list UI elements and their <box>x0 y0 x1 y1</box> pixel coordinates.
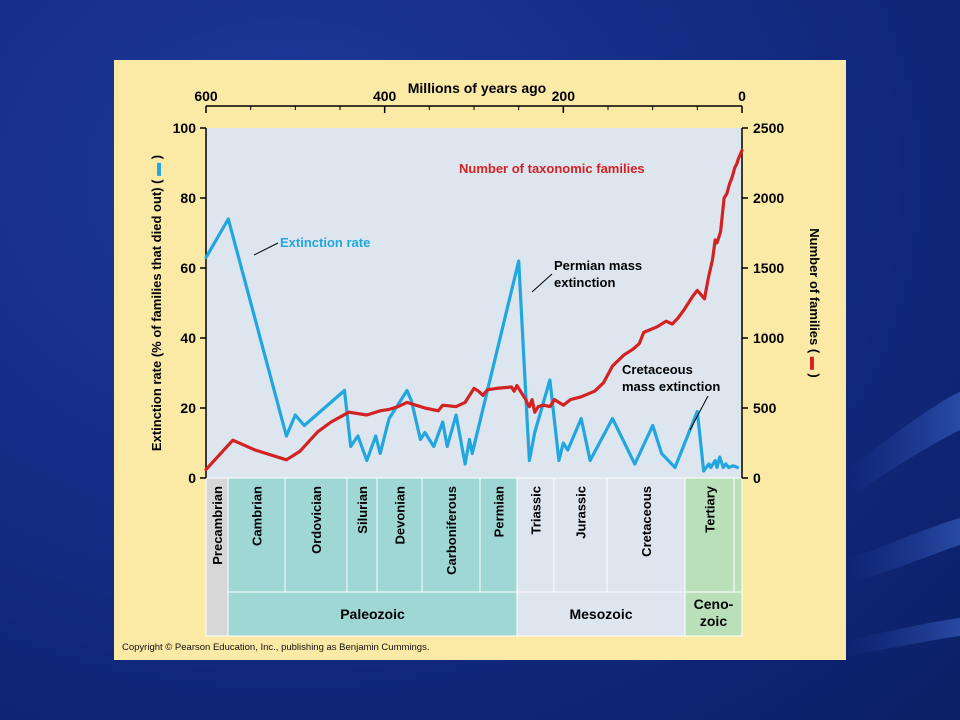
left-tick-label: 60 <box>180 260 196 276</box>
right-tick-label: 500 <box>753 400 777 416</box>
figure-panel: Precambrian Cambrian Ordovician Silurian Dev… <box>114 60 846 660</box>
annotation-cretaceous-line2: mass extinction <box>622 379 720 394</box>
background-swoosh <box>846 518 960 585</box>
x-tick-label: 0 <box>738 88 746 104</box>
period-label: Precambrian <box>210 486 225 565</box>
annotation-cretaceous-line1: Cretaceous <box>622 362 693 377</box>
right-axis-color-key: ▬ <box>807 353 822 373</box>
period-label: Silurian <box>355 486 370 534</box>
period-cell <box>376 477 423 593</box>
period-label: Cretaceous <box>639 486 654 557</box>
period-label: Triassic <box>529 486 544 534</box>
period-cell <box>479 477 518 593</box>
period-label: Permian <box>492 486 507 537</box>
left-y-axis: Extinction rate (% of families that died… <box>149 120 207 486</box>
left-tick-label: 0 <box>188 470 196 486</box>
background-swoosh <box>846 618 960 656</box>
x-tick-label: 600 <box>194 88 218 104</box>
left-tick-label: 100 <box>173 120 197 136</box>
right-tick-label: 1000 <box>753 330 784 346</box>
left-tick-label: 40 <box>180 330 196 346</box>
era-cell <box>684 591 743 637</box>
period-label: Jurassic <box>574 486 589 539</box>
leader-permian <box>531 273 553 293</box>
era-label: Ceno- <box>694 596 734 612</box>
series-group <box>204 148 744 473</box>
x-tick-label: 400 <box>373 88 397 104</box>
period-cell <box>553 477 608 593</box>
era-label: zoic <box>700 613 727 629</box>
copyright-text: Copyright © Pearson Education, Inc., pub… <box>122 642 430 653</box>
era-label: Mesozoic <box>569 606 632 622</box>
period-label: Tertiary <box>703 485 718 532</box>
era-cell <box>227 591 518 637</box>
period-cell <box>684 477 735 593</box>
x-tick-label: 200 <box>552 88 576 104</box>
leader-cretaceous <box>689 395 709 431</box>
annotation-families: Number of taxonomic families <box>459 161 645 176</box>
period-cell <box>421 477 481 593</box>
annotations: Number of taxonomic families Extinction … <box>253 161 720 431</box>
left-tick-label: 80 <box>180 190 196 206</box>
extinction-rate-line <box>204 217 740 473</box>
period-cell <box>733 477 743 593</box>
geologic-timeline: Precambrian Cambrian Ordovician Silurian Dev… <box>205 477 743 637</box>
annotation-extinction-rate: Extinction rate <box>280 235 370 250</box>
annotation-permian-line2: extinction <box>554 275 615 290</box>
era-cell <box>516 591 686 637</box>
left-tick-label: 20 <box>180 400 196 416</box>
plot-area <box>206 128 742 478</box>
left-axis-title: Extinction rate (% of families that died… <box>149 155 164 451</box>
leader-extinction-rate <box>253 242 279 256</box>
extinction-chart: Precambrian Cambrian Ordovician Silurian Dev… <box>149 80 822 637</box>
right-tick-label: 2500 <box>753 120 784 136</box>
right-axis-title: Number of families ( ▬ ) <box>807 228 822 378</box>
period-cell <box>516 477 555 593</box>
left-axis-color-key: ▬ <box>149 159 164 179</box>
background-swoosh <box>846 392 960 500</box>
right-tick-label: 0 <box>753 470 761 486</box>
right-y-axis: Number of families ( ▬ ) 2500 2000 1500 100… <box>741 120 822 486</box>
annotation-permian-line1: Permian mass <box>554 258 642 273</box>
families-line <box>204 148 744 472</box>
period-label: Carboniferous <box>444 486 459 575</box>
right-tick-label: 1500 <box>753 260 784 276</box>
right-tick-label: 2000 <box>753 190 784 206</box>
era-label: Paleozoic <box>340 606 405 622</box>
x-axis-title: Millions of years ago <box>408 80 546 96</box>
period-label: Ordovician <box>309 486 324 554</box>
period-label: Cambrian <box>250 486 265 546</box>
period-label: Devonian <box>393 486 408 545</box>
x-axis: Millions of years ago 600 400 200 0 <box>194 80 746 113</box>
